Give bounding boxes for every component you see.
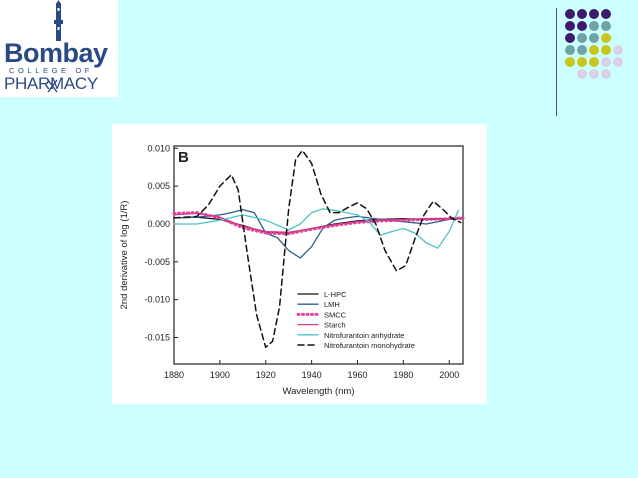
decor-dot bbox=[577, 9, 587, 19]
legend-label: SMCC bbox=[324, 310, 347, 319]
legend-label: Nitrofurantoin anhydrate bbox=[324, 331, 404, 340]
decor-dot bbox=[601, 9, 611, 19]
decor-dot bbox=[565, 33, 575, 43]
series-line bbox=[173, 149, 462, 349]
logo-bombay-college-of-pharmacy: Bombay COLLEGE OF PHARMACY bbox=[0, 0, 118, 97]
spectra-chart: B 1880 1900 1920 1940 1960 1980 2000 0.010 0.005 0… bbox=[119, 143, 465, 397]
x-tick-label: 1900 bbox=[210, 370, 230, 380]
decor-dot bbox=[577, 57, 587, 67]
tower-icon bbox=[47, 0, 63, 93]
y-tick-label: 0.010 bbox=[147, 143, 170, 153]
decor-dot bbox=[577, 69, 587, 79]
y-tick-label: -0.005 bbox=[144, 257, 170, 267]
decor-dot bbox=[613, 57, 623, 67]
x-tick-label: 1880 bbox=[164, 370, 184, 380]
legend-label: Starch bbox=[324, 321, 346, 330]
y-tick-label: 0.000 bbox=[147, 219, 170, 229]
decor-dot bbox=[577, 33, 587, 43]
decor-dot bbox=[589, 45, 599, 55]
legend-label: LMH bbox=[324, 300, 340, 309]
y-tick-label: -0.015 bbox=[144, 333, 170, 343]
decor-dot bbox=[565, 21, 575, 31]
x-tick-label: 1940 bbox=[302, 370, 322, 380]
decor-dot bbox=[601, 57, 611, 67]
decor-dot bbox=[577, 45, 587, 55]
decor-dot bbox=[613, 45, 623, 55]
decor-dot bbox=[565, 45, 575, 55]
x-tick-label: 1960 bbox=[347, 370, 367, 380]
x-tick-label: 1980 bbox=[393, 370, 413, 380]
decor-dot bbox=[601, 45, 611, 55]
decor-dot bbox=[577, 21, 587, 31]
logo-text-college-of: COLLEGE OF bbox=[9, 66, 93, 75]
logo-text-bombay: Bombay bbox=[4, 38, 108, 68]
plot-frame bbox=[173, 145, 464, 365]
legend-label: L-HPC bbox=[324, 290, 347, 299]
panel-label: B bbox=[178, 149, 189, 166]
decor-vertical-line bbox=[556, 8, 557, 116]
y-tick-label: -0.010 bbox=[144, 295, 170, 305]
decor-dot bbox=[565, 9, 575, 19]
series-group bbox=[172, 149, 465, 349]
decor-dot bbox=[589, 33, 599, 43]
decor-dot bbox=[589, 21, 599, 31]
decor-dot bbox=[601, 33, 611, 43]
logo-text-pharmacy: PHARMACY bbox=[4, 74, 98, 93]
decor-dot bbox=[601, 21, 611, 31]
decor-dot bbox=[565, 57, 575, 67]
decor-dot-grid bbox=[565, 9, 623, 79]
x-tick-label: 1920 bbox=[256, 370, 276, 380]
legend-label: Nitrofurantoin monohydrate bbox=[324, 341, 415, 350]
x-axis-label: Wavelength (nm) bbox=[283, 386, 355, 397]
y-tick-label: 0.005 bbox=[147, 181, 170, 191]
chart-panel: B 1880 1900 1920 1940 1960 1980 2000 0.010 0.005 0… bbox=[112, 124, 487, 404]
decor-dot bbox=[589, 9, 599, 19]
decor-dot bbox=[589, 57, 599, 67]
series-line bbox=[173, 208, 460, 249]
decor-dot bbox=[601, 69, 611, 79]
decor-dot bbox=[589, 69, 599, 79]
x-tick-label: 2000 bbox=[439, 370, 459, 380]
y-axis-label: 2nd derivative of log (1/R) bbox=[119, 201, 130, 310]
